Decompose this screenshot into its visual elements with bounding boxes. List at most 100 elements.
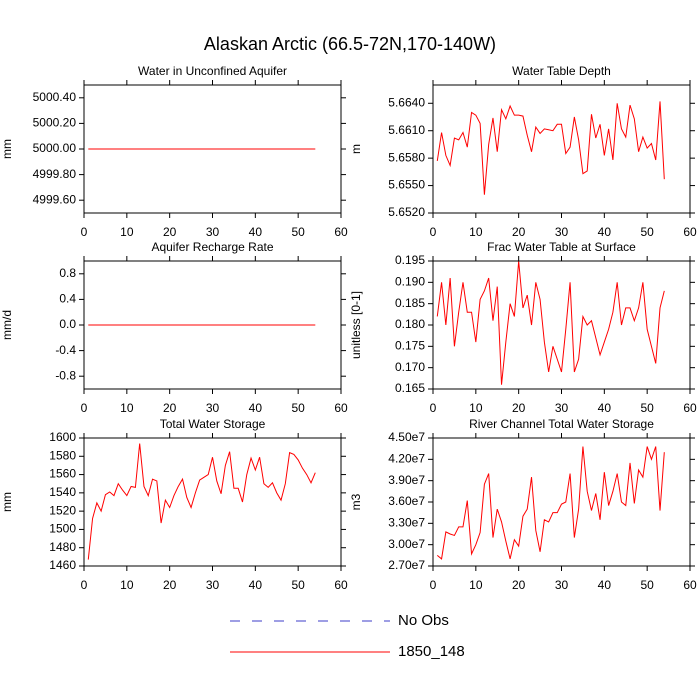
y-tick-label: 4.50e7 [388, 430, 425, 444]
data-line [87, 443, 316, 560]
x-tick-label: 0 [430, 225, 437, 239]
panel-title: Water in Unconfined Aquifer [138, 64, 287, 78]
x-tick-label: 20 [512, 225, 526, 239]
plot-frame [83, 84, 342, 214]
x-tick-label: 10 [469, 578, 483, 592]
y-tick-label: 0.180 [395, 317, 425, 331]
x-tick-label: 60 [683, 401, 697, 415]
x-tick-label: 30 [206, 225, 220, 239]
x-tick-label: 60 [683, 578, 697, 592]
x-tick-label: 60 [683, 225, 697, 239]
x-tick-label: 20 [163, 225, 177, 239]
x-tick-label: 30 [555, 578, 569, 592]
y-tick-label: 1560 [49, 467, 76, 481]
x-tick-label: 40 [249, 401, 263, 415]
y-tick-label: 0.175 [395, 339, 425, 353]
y-axis-label: unitless [0-1] [349, 291, 363, 359]
x-tick-label: 0 [81, 578, 88, 592]
plot-frame [432, 260, 691, 390]
y-tick-label: 0.170 [395, 360, 425, 374]
y-tick-label: 5000.00 [33, 141, 77, 155]
x-tick-label: 50 [291, 225, 305, 239]
y-tick-label: 0.0 [59, 317, 76, 331]
plot-frame [432, 84, 691, 214]
y-tick-label: 5.6520 [388, 205, 425, 219]
y-tick-label: 1540 [49, 485, 76, 499]
x-tick-label: 40 [598, 401, 612, 415]
y-tick-label: 4.20e7 [388, 452, 425, 466]
plot-frame [83, 260, 342, 390]
legend-label: No Obs [398, 612, 449, 629]
y-tick-label: 3.00e7 [388, 537, 425, 551]
x-tick-label: 10 [469, 401, 483, 415]
panel-title: Water Table Depth [512, 64, 611, 78]
y-axis-label: m [349, 144, 363, 154]
x-tick-label: 60 [334, 225, 348, 239]
x-tick-label: 50 [291, 578, 305, 592]
y-tick-label: -0.8 [55, 368, 76, 382]
y-tick-label: 4999.60 [33, 192, 77, 206]
x-tick-label: 10 [469, 225, 483, 239]
x-tick-label: 10 [120, 401, 134, 415]
y-tick-label: 2.70e7 [388, 558, 425, 572]
x-tick-label: 50 [640, 578, 654, 592]
x-tick-label: 50 [640, 225, 654, 239]
y-tick-label: -0.4 [55, 343, 76, 357]
x-tick-label: 50 [640, 401, 654, 415]
x-tick-label: 20 [163, 401, 177, 415]
x-tick-label: 60 [334, 578, 348, 592]
y-tick-label: 1580 [49, 448, 76, 462]
panel-title: Aquifer Recharge Rate [151, 240, 273, 254]
x-tick-label: 30 [206, 401, 220, 415]
plot-frame [83, 437, 342, 567]
figure-title: Alaskan Arctic (66.5-72N,170-140W) [204, 34, 496, 54]
y-tick-label: 0.8 [59, 266, 76, 280]
y-tick-label: 1500 [49, 522, 76, 536]
y-tick-label: 5.6640 [388, 95, 425, 109]
x-tick-label: 40 [249, 225, 263, 239]
y-tick-label: 5.6550 [388, 178, 425, 192]
x-tick-label: 20 [163, 578, 177, 592]
x-tick-label: 40 [598, 225, 612, 239]
x-tick-label: 30 [206, 578, 220, 592]
y-tick-label: 1460 [49, 558, 76, 572]
y-tick-label: 5.6580 [388, 150, 425, 164]
data-line [436, 260, 665, 385]
x-tick-label: 40 [249, 578, 263, 592]
y-tick-label: 1520 [49, 503, 76, 517]
panel-title: River Channel Total Water Storage [469, 417, 654, 431]
x-tick-label: 40 [598, 578, 612, 592]
y-tick-label: 0.185 [395, 296, 425, 310]
y-tick-label: 0.195 [395, 253, 425, 267]
y-tick-label: 4999.80 [33, 167, 77, 181]
legend-label: 1850_148 [398, 643, 465, 660]
x-tick-label: 10 [120, 578, 134, 592]
y-axis-label: m3 [349, 493, 363, 510]
y-axis-label: mm/d [0, 310, 14, 340]
x-tick-label: 10 [120, 225, 134, 239]
panel-title: Total Water Storage [160, 417, 266, 431]
y-tick-label: 3.30e7 [388, 516, 425, 530]
y-axis-label: mm [0, 139, 14, 159]
y-tick-label: 5000.40 [33, 90, 77, 104]
y-axis-label: mm [0, 492, 14, 512]
y-tick-label: 0.190 [395, 275, 425, 289]
plot-frame [432, 437, 691, 567]
y-tick-label: 1600 [49, 430, 76, 444]
y-tick-label: 3.90e7 [388, 473, 425, 487]
x-tick-label: 60 [334, 401, 348, 415]
x-tick-label: 50 [291, 401, 305, 415]
data-line [436, 446, 665, 560]
y-tick-label: 3.60e7 [388, 494, 425, 508]
x-tick-label: 0 [430, 578, 437, 592]
data-line [436, 101, 665, 195]
y-tick-label: 0.4 [59, 292, 76, 306]
y-tick-label: 5000.20 [33, 116, 77, 130]
x-tick-label: 30 [555, 401, 569, 415]
x-tick-label: 0 [430, 401, 437, 415]
x-tick-label: 20 [512, 578, 526, 592]
y-tick-label: 0.165 [395, 381, 425, 395]
x-tick-label: 0 [81, 225, 88, 239]
x-tick-label: 20 [512, 401, 526, 415]
